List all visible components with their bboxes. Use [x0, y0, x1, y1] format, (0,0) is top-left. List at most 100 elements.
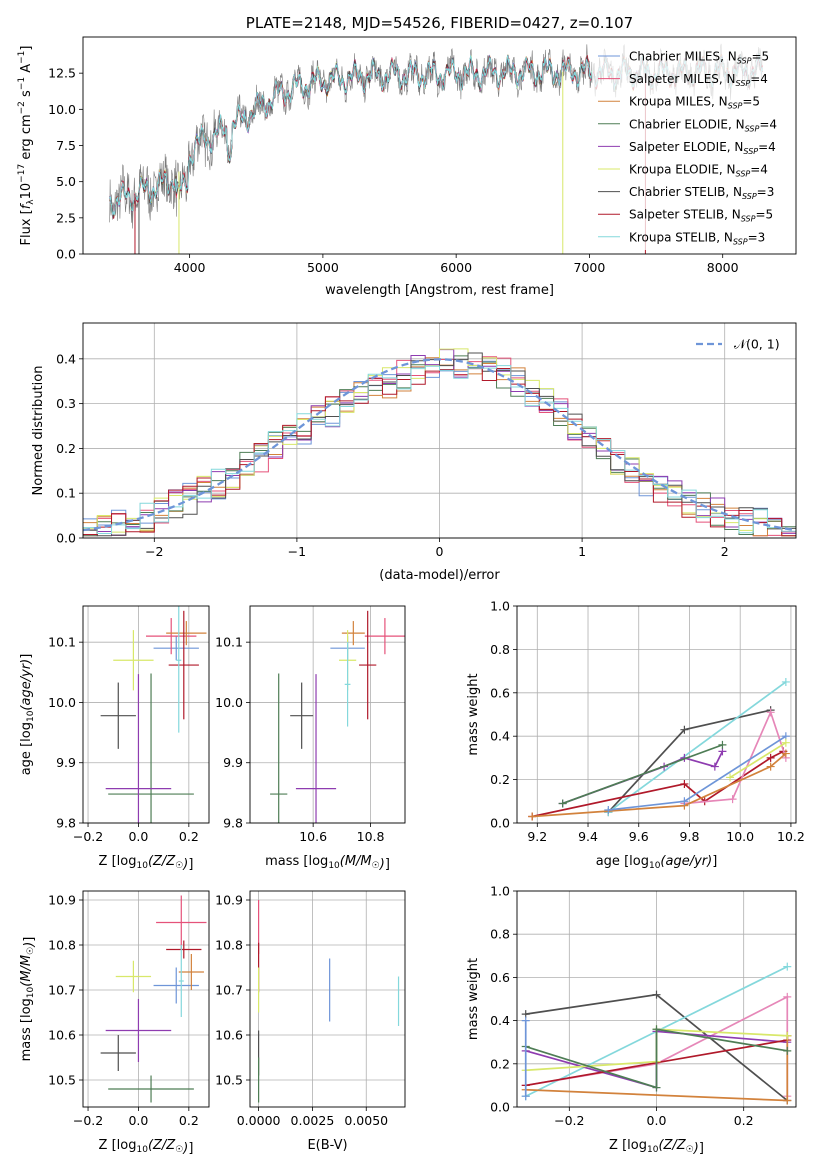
x-tick-label: 7000: [574, 260, 606, 275]
histogram-chabrier_stelib: [83, 352, 796, 537]
series-line-chabrier_elodie: [562, 744, 723, 805]
y-tick-label: 0.2: [56, 441, 76, 456]
x-axis-label: wavelength [Angstrom, rest frame]: [325, 283, 554, 298]
y-tick-label: 2.5: [56, 210, 76, 225]
marker-plus: [766, 762, 775, 771]
y-tick-label: 1.0: [490, 599, 510, 614]
y-tick-label: 0.4: [490, 729, 510, 744]
marker-plus: [766, 753, 775, 762]
y-tick-label: 0.2: [490, 1056, 510, 1071]
x-tick-label: −0.2: [73, 1113, 103, 1128]
y-tick-label: 10.9: [215, 893, 243, 908]
legend-label: Salpeter ELODIE, NSSP=4: [629, 140, 776, 156]
marker-plus: [783, 962, 792, 971]
legend-label: Salpeter STELIB, NSSP=5: [629, 208, 773, 224]
x-tick-label: 10.0: [726, 829, 754, 844]
y-tick-label: 0.0: [490, 1100, 510, 1115]
marker-plus: [781, 677, 790, 686]
marker-plus: [680, 725, 689, 734]
y-tick-label: 7.5: [56, 138, 76, 153]
marker-plus: [652, 1025, 661, 1034]
series-line-kroupa_elodie: [729, 741, 787, 779]
y-tick-label: 0.8: [490, 927, 510, 942]
y-tick-label: 9.9: [56, 755, 76, 770]
y-tick-label: 0.0: [490, 816, 510, 831]
legend-label: Chabrier ELODIE, NSSP=4: [629, 117, 777, 133]
axes-frame: [516, 605, 797, 824]
x-tick-label: −0.2: [73, 829, 103, 844]
y-tick-label: 10.0: [215, 695, 243, 710]
marker-plus: [783, 1031, 792, 1040]
y-tick-label: 10.7: [215, 983, 243, 998]
y-tick-label: 10.7: [48, 983, 76, 998]
axes-frame: [516, 890, 797, 1108]
y-tick-label: 0.3: [56, 396, 76, 411]
y-tick-label: 10.1: [48, 635, 76, 650]
marker-plus: [783, 992, 792, 1001]
x-axis-label: E(B-V): [307, 1138, 347, 1153]
panel-mw_vs_age: 9.2 9.4 9.6 9.8 10.0 10.2 0.0 0.2 0.4 0.6 0.8 1.0 ag…: [466, 599, 805, 872]
legend-label: 𝒩(0, 1): [734, 337, 780, 352]
legend-label: Chabrier MILES, NSSP=5: [629, 50, 769, 66]
x-tick-label: 9.6: [629, 829, 649, 844]
y-axis-label: Normed distribution: [31, 366, 46, 496]
marker-plus: [558, 799, 567, 808]
marker-plus: [718, 740, 727, 749]
y-tick-label: 10.5: [48, 1073, 76, 1088]
legend-label: Chabrier STELIB, NSSP=3: [629, 185, 774, 201]
axes-frame: [82, 322, 797, 539]
x-tick-label: 10.2: [777, 829, 805, 844]
axes-frame: [82, 605, 210, 824]
x-tick-label: 9.2: [527, 829, 547, 844]
x-axis-label: Z [log10(Z/Z☉)]: [609, 1138, 704, 1156]
series-line-pink: [684, 709, 787, 805]
x-tick-label: 8000: [707, 260, 739, 275]
x-axis-label: mass [log10(M/M☉)]: [265, 854, 390, 872]
series-line-kroupa_stelib: [607, 681, 787, 813]
y-tick-label: 10.5: [215, 1073, 243, 1088]
gaussian-curve: [83, 358, 796, 532]
y-axis-label: mass [log10(M/M☉)]: [19, 937, 37, 1062]
marker-plus: [726, 773, 735, 782]
marker-plus: [781, 738, 790, 747]
x-tick-label: 9.4: [578, 829, 598, 844]
y-tick-label: 12.5: [48, 66, 76, 81]
panel-mass_vs_EBV: 0.0000 0.0025 0.0050 10.5 10.6 10.7 10.8 10.9 E(…: [215, 890, 406, 1153]
y-axis-label: age [log10(age/yr)]: [19, 654, 36, 776]
x-tick-label: 0.0000: [237, 1113, 281, 1128]
y-tick-label: 10.6: [48, 1028, 76, 1043]
y-tick-label: 10.0: [48, 695, 76, 710]
series-line-chabrier_elodie: [525, 1028, 788, 1089]
y-axis-label: Flux [fλ10−17 erg cm−2 s−1 A−1]: [17, 46, 36, 246]
marker-plus: [652, 990, 661, 999]
x-tick-label: 1: [578, 544, 586, 559]
x-tick-label: 0.0: [128, 1113, 148, 1128]
panel-age_vs_mass: 10.6 10.8 9.8 9.9 10.0 10.1 mass [log10(M/M☉)]: [215, 605, 406, 872]
panel-mass_vs_Z: −0.2 0.0 0.2 10.5 10.6 10.7 10.8 10.9 Z [log10(Z…: [19, 890, 210, 1156]
plot-area: [270, 610, 405, 823]
marker-plus: [521, 1092, 530, 1101]
plot-area: [521, 962, 792, 1105]
marker-plus: [783, 1046, 792, 1055]
x-tick-label: −1: [288, 544, 306, 559]
marker-plus: [521, 1016, 530, 1025]
y-tick-label: 10.6: [215, 1028, 243, 1043]
y-tick-label: 9.8: [223, 816, 243, 831]
y-tick-label: 0.6: [490, 970, 510, 985]
marker-plus: [652, 1083, 661, 1092]
x-tick-label: 5000: [307, 260, 339, 275]
legend-label: Salpeter MILES, NSSP=4: [629, 72, 768, 88]
y-tick-label: 1.0: [490, 884, 510, 899]
x-axis-label: Z [log10(Z/Z☉)]: [99, 1138, 194, 1156]
y-tick-label: 9.9: [223, 755, 243, 770]
chart-title: PLATE=2148, MJD=54526, FIBERID=0427, z=0…: [246, 14, 633, 32]
x-axis-label: age [log10(age/yr)]: [596, 854, 718, 871]
y-axis-label: mass weight: [466, 958, 481, 1040]
axes-frame: [82, 36, 797, 255]
plot-area: [83, 348, 796, 537]
y-tick-label: 0.6: [490, 685, 510, 700]
x-tick-label: 4000: [174, 260, 206, 275]
histogram-kroupa_elodie: [83, 348, 796, 537]
y-tick-label: 0.4: [490, 1013, 510, 1028]
histogram-kroupa_stelib: [83, 365, 796, 534]
